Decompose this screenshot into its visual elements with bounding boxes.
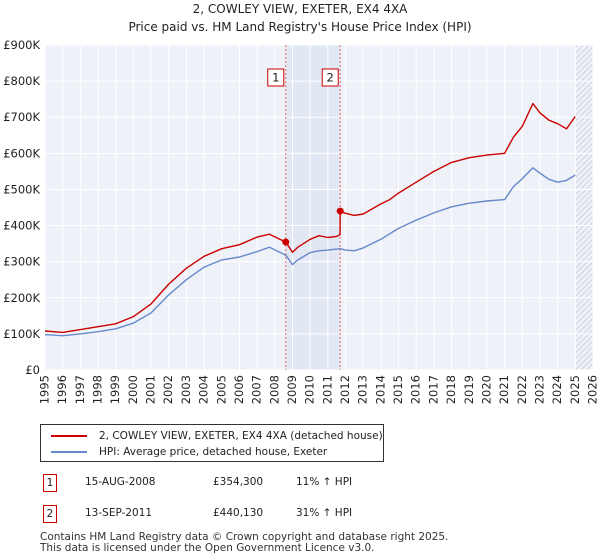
x-tick-label: 2012 [338, 375, 352, 404]
y-tick-label: £200K [3, 291, 40, 305]
sale-number-badge: 2 [43, 505, 57, 523]
sale-hpi-diff: 31% ↑ HPI [296, 507, 353, 519]
sale-hpi-diff: 11% ↑ HPI [296, 476, 353, 488]
series-line-property [44, 102, 576, 334]
sale-row: 2 13-SEP-2011 £440,130 31% ↑ HPI [40, 505, 580, 525]
sale-number-box [267, 68, 285, 87]
x-tick-label: 2013 [356, 375, 370, 404]
x-tick-label: 2019 [462, 375, 476, 404]
sale-number-box [321, 68, 339, 87]
x-tick-label: 2006 [232, 375, 246, 404]
footer-license: This data is licensed under the Open Gov… [40, 542, 375, 554]
sale-date: 15-AUG-2008 [85, 476, 156, 488]
sale-number-label: 1 [272, 71, 279, 85]
chart-subtitle: Price paid vs. HM Land Registry's House … [128, 20, 471, 34]
x-tick-label: 2002 [161, 375, 175, 404]
legend: 2, COWLEY VIEW, EXETER, EX4 4XA (detache… [40, 424, 384, 462]
x-tick-label: 2026 [586, 375, 600, 404]
y-tick-label: £500K [3, 182, 40, 196]
x-tick-label: 2025 [568, 375, 582, 404]
chart-title: 2, COWLEY VIEW, EXETER, EX4 4XA [193, 2, 409, 16]
x-tick-label: 2003 [179, 375, 193, 404]
y-tick-label: £100K [3, 327, 40, 341]
y-tick-label: £600K [3, 146, 40, 160]
price-chart: 2, COWLEY VIEW, EXETER, EX4 4XA Price pa… [3, 2, 600, 404]
sale-point [282, 238, 290, 246]
footer-copyright: Contains HM Land Registry data © Crown c… [40, 531, 449, 543]
x-tick-label: 2000 [126, 375, 140, 404]
y-tick-label: £700K [3, 110, 40, 124]
sale-number-label: 2 [327, 71, 334, 85]
x-tick-label: 2009 [285, 375, 299, 404]
x-tick-label: 2011 [320, 375, 334, 404]
x-tick-label: 2001 [144, 375, 158, 404]
x-tick-label: 2024 [550, 375, 564, 404]
x-tick-label: 2017 [426, 375, 440, 404]
sale-row: 1 15-AUG-2008 £354,300 11% ↑ HPI [40, 474, 580, 494]
sale-price: £354,300 [213, 476, 264, 488]
x-tick-label: 1996 [55, 375, 69, 404]
x-tick-label: 2023 [532, 375, 546, 404]
x-tick-label: 2010 [303, 375, 317, 404]
y-tick-label: £400K [3, 219, 40, 233]
y-tick-label: £900K [3, 38, 40, 52]
x-tick-label: 2021 [497, 375, 511, 404]
x-tick-label: 1995 [38, 375, 52, 404]
x-tick-label: 1997 [73, 375, 87, 404]
x-tick-label: 2020 [479, 375, 493, 404]
legend-swatch-property [51, 435, 87, 437]
y-tick-label: £800K [3, 74, 40, 88]
x-tick-label: 2005 [214, 375, 228, 404]
footer-attribution: Contains HM Land Registry data © Crown c… [40, 532, 448, 554]
x-tick-label: 1998 [91, 375, 105, 404]
x-tick-label: 2022 [515, 375, 529, 404]
x-tick-label: 2015 [391, 375, 405, 404]
x-tick-label: 2014 [373, 375, 387, 404]
x-tick-label: 2016 [409, 375, 423, 404]
legend-swatch-hpi [51, 451, 87, 453]
series-line-hpi [44, 167, 576, 337]
x-tick-label: 2004 [197, 375, 211, 404]
x-tick-label: 1999 [108, 375, 122, 404]
x-tick-label: 2018 [444, 375, 458, 404]
forecast-hatch [575, 45, 593, 370]
sale-period-band [285, 45, 341, 370]
y-tick-label: £300K [3, 255, 40, 269]
y-tick-label: £0 [25, 363, 40, 377]
x-tick-label: 2007 [250, 375, 264, 404]
legend-item-hpi: HPI: Average price, detached house, Exet… [51, 444, 327, 460]
legend-label-hpi: HPI: Average price, detached house, Exet… [99, 446, 328, 458]
x-tick-label: 2008 [267, 375, 281, 404]
sale-price: £440,130 [213, 507, 264, 519]
legend-label-property: 2, COWLEY VIEW, EXETER, EX4 4XA (detache… [99, 430, 383, 442]
legend-item-property: 2, COWLEY VIEW, EXETER, EX4 4XA (detache… [51, 428, 383, 444]
sale-date: 13-SEP-2011 [85, 507, 153, 519]
sale-point [336, 207, 344, 215]
sale-number-badge: 1 [43, 474, 57, 492]
